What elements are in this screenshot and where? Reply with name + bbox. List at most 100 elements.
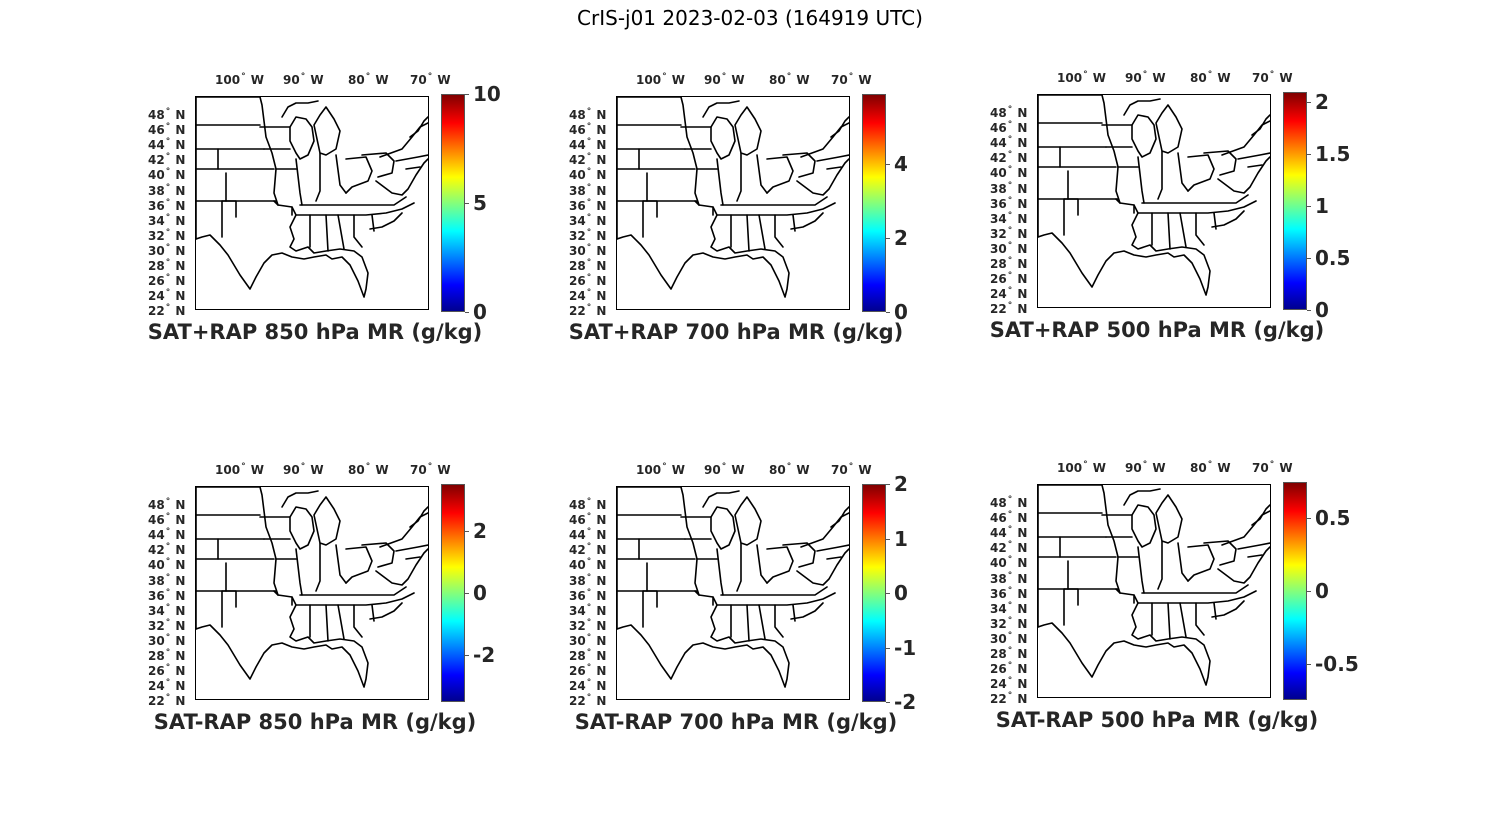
- lat-tick-value: 28: [990, 647, 1007, 661]
- lat-tick-label: 42° N: [569, 542, 607, 558]
- lon-tick-value: 70: [410, 73, 427, 87]
- lon-tick-value: 90: [283, 463, 300, 477]
- lat-tick-value: 34: [148, 213, 165, 228]
- lat-hemisphere: N: [592, 153, 607, 168]
- lat-tick-label: 40° N: [148, 557, 186, 573]
- lat-hemisphere: N: [1013, 496, 1028, 510]
- lat-tick-label: 22° N: [990, 301, 1028, 317]
- lat-hemisphere: N: [1013, 136, 1028, 151]
- lon-tick-value: 100: [1057, 71, 1083, 85]
- lon-tick-label: 100° W: [636, 462, 685, 477]
- lon-tick-value: 70: [410, 463, 427, 477]
- lon-tick-label: 90° W: [1125, 460, 1166, 475]
- lat-hemisphere: N: [171, 528, 186, 543]
- lat-tick-label: 36° N: [569, 587, 607, 603]
- lat-tick-label: 22° N: [569, 693, 607, 709]
- us-states-map: [1038, 95, 1270, 296]
- lat-hemisphere: N: [592, 573, 607, 588]
- lat-tick-value: 42: [148, 153, 165, 168]
- lat-tick-value: 46: [569, 123, 586, 138]
- lat-hemisphere: N: [171, 259, 186, 273]
- lat-hemisphere: N: [1013, 677, 1028, 692]
- lat-hemisphere: N: [592, 679, 607, 694]
- lat-hemisphere: N: [592, 289, 607, 304]
- colorbar-tick-label: -2: [886, 690, 916, 714]
- figure-title: CrIS-j01 2023-02-03 (164919 UTC): [577, 6, 923, 30]
- map-panel: 100° W 90° W 80° W 70° W 48° N 46° N 44° N…: [962, 58, 1362, 358]
- colorbar-tick-label: 1.5: [1307, 142, 1350, 166]
- lat-hemisphere: N: [592, 694, 607, 709]
- lon-tick-label: 100° W: [215, 72, 264, 87]
- lat-tick-label: 40° N: [990, 165, 1028, 181]
- lat-hemisphere: N: [171, 213, 186, 228]
- lat-tick-value: 48: [569, 108, 586, 122]
- colorbar-tick-label: 0.5: [1307, 246, 1350, 270]
- colorbar: [441, 94, 465, 312]
- lat-hemisphere: N: [1013, 272, 1028, 287]
- lon-hemisphere: W: [306, 463, 324, 477]
- lon-tick-label: 90° W: [1125, 70, 1166, 85]
- lat-tick-value: 40: [569, 558, 586, 573]
- lat-hemisphere: N: [171, 138, 186, 153]
- lat-tick-label: 24° N: [148, 678, 186, 694]
- lat-tick-label: 34° N: [990, 600, 1028, 616]
- lat-tick-value: 42: [569, 153, 586, 168]
- lat-hemisphere: N: [592, 304, 607, 319]
- colorbar-tick-label: 4: [886, 152, 908, 176]
- lat-hemisphere: N: [171, 183, 186, 198]
- lat-hemisphere: N: [1013, 241, 1028, 256]
- lon-tick-label: 80° W: [1190, 70, 1231, 85]
- colorbar-tick-label: 1: [886, 527, 908, 551]
- lat-hemisphere: N: [171, 679, 186, 694]
- lat-hemisphere: N: [592, 528, 607, 543]
- lat-hemisphere: N: [592, 183, 607, 198]
- lat-tick-label: 36° N: [148, 197, 186, 213]
- lat-tick-label: 32° N: [148, 227, 186, 243]
- map-area: [195, 96, 429, 310]
- lat-tick-label: 48° N: [569, 497, 607, 512]
- lat-hemisphere: N: [1013, 541, 1028, 556]
- lat-tick-value: 36: [148, 588, 165, 603]
- lat-hemisphere: N: [1013, 526, 1028, 541]
- lat-hemisphere: N: [592, 498, 607, 512]
- lat-tick-value: 38: [148, 183, 165, 198]
- lat-tick-value: 32: [569, 618, 586, 633]
- lon-hemisphere: W: [1213, 461, 1231, 475]
- colorbar-tick-label: 2: [886, 472, 908, 496]
- lat-tick-label: 22° N: [990, 691, 1028, 707]
- lat-tick-label: 38° N: [148, 572, 186, 588]
- colorbar-tick-label: -1: [886, 636, 916, 660]
- lon-tick-value: 90: [704, 463, 721, 477]
- lat-tick-value: 26: [148, 664, 165, 679]
- lat-tick-label: 44° N: [569, 137, 607, 153]
- lat-tick-label: 48° N: [569, 107, 607, 122]
- map-area: [1037, 94, 1271, 308]
- lat-hemisphere: N: [1013, 302, 1028, 317]
- lat-tick-value: 44: [569, 138, 586, 153]
- lat-tick-label: 42° N: [569, 152, 607, 168]
- lat-tick-label: 36° N: [990, 585, 1028, 601]
- lat-tick-value: 48: [990, 496, 1007, 510]
- lat-tick-label: 40° N: [569, 167, 607, 183]
- lat-tick-value: 22: [990, 692, 1007, 707]
- lat-tick-value: 28: [148, 649, 165, 663]
- colorbar-ticks: -0.5 0 0.5: [1307, 482, 1367, 700]
- lat-hemisphere: N: [592, 558, 607, 573]
- lon-tick-label: 80° W: [348, 72, 389, 87]
- lat-tick-value: 32: [990, 226, 1007, 241]
- lat-hemisphere: N: [592, 513, 607, 528]
- lat-tick-value: 26: [569, 274, 586, 289]
- lat-tick-value: 24: [148, 679, 165, 694]
- lat-tick-label: 42° N: [148, 542, 186, 558]
- colorbar-tick-label: 0: [1307, 298, 1329, 322]
- lat-tick-label: 48° N: [148, 107, 186, 122]
- lat-tick-value: 24: [990, 287, 1007, 302]
- lat-hemisphere: N: [592, 198, 607, 213]
- colorbar-tick-label: 2: [465, 519, 487, 543]
- lat-hemisphere: N: [592, 603, 607, 618]
- lon-tick-value: 100: [636, 73, 662, 87]
- lat-tick-label: 30° N: [569, 632, 607, 648]
- lat-tick-value: 46: [148, 123, 165, 138]
- colorbar-tick-label: -2: [465, 643, 495, 667]
- lat-tick-label: 24° N: [569, 678, 607, 694]
